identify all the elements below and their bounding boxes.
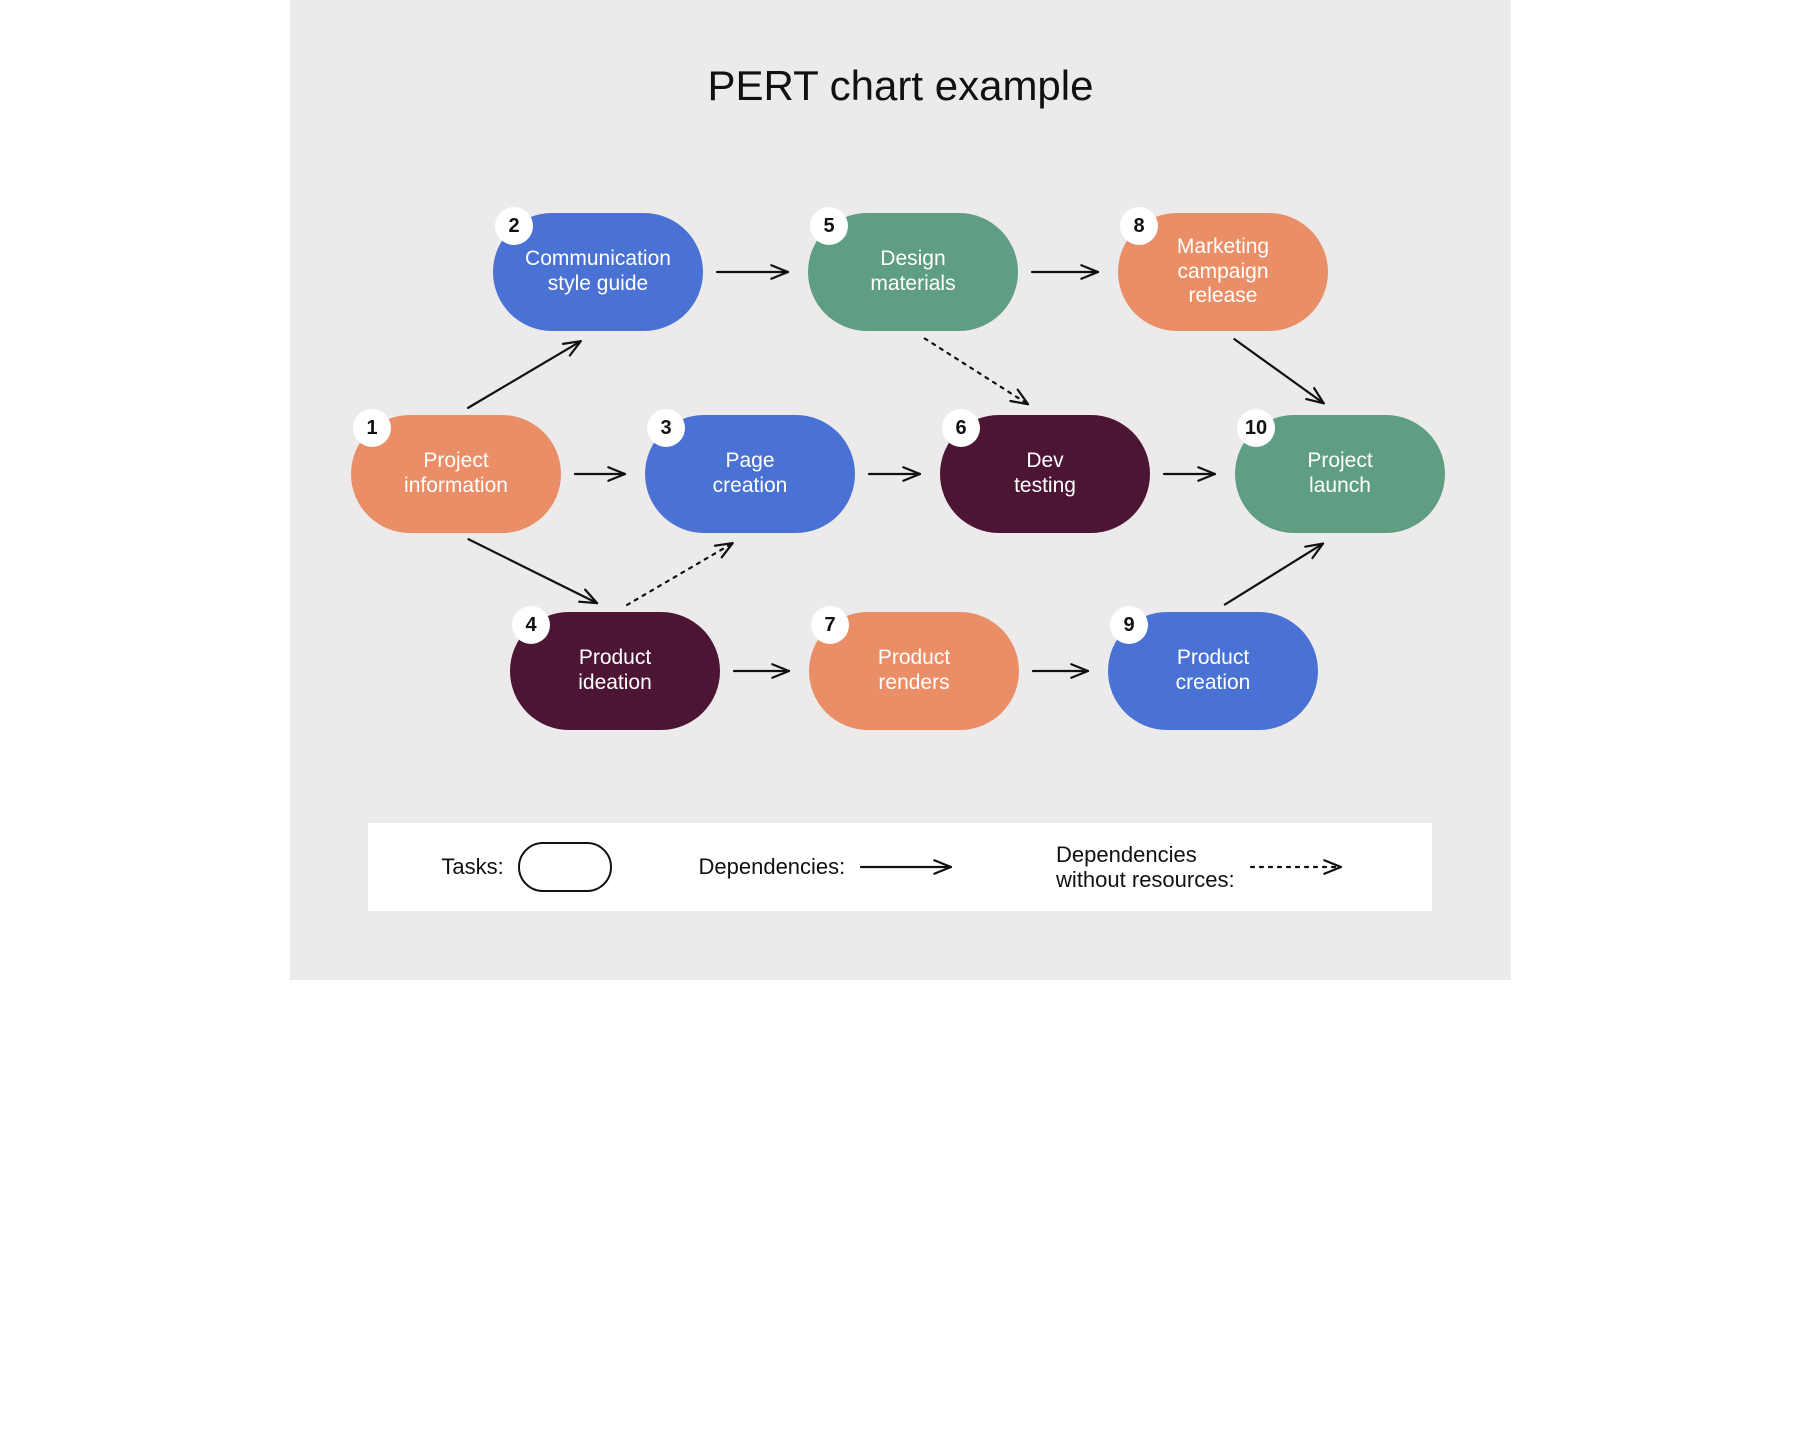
node-1-badge: 1 — [353, 409, 391, 447]
edge-5-to-8 — [1032, 265, 1098, 278]
node-10-badge: 10 — [1237, 409, 1275, 447]
edge-6-to-10 — [1164, 467, 1215, 480]
tasks-pill-icon — [518, 842, 612, 892]
edge-4-to-7 — [734, 664, 789, 677]
legend-item-2: Dependencies without resources: — [1056, 842, 1359, 893]
node-4-badge: 4 — [512, 606, 550, 644]
legend-item-0-label: Tasks: — [441, 854, 503, 880]
node-9-label: Product creation — [1176, 646, 1251, 696]
edge-5-to-6 — [925, 339, 1028, 405]
node-9-badge: 9 — [1110, 606, 1148, 644]
pert-chart: PERT chart exampleProject information1Co… — [290, 0, 1511, 980]
edge-4-to-3 — [627, 543, 733, 605]
node-7-badge: 7 — [811, 606, 849, 644]
legend-item-0: Tasks: — [441, 842, 611, 892]
node-4-label: Product ideation — [578, 646, 652, 696]
edge-8-to-10 — [1234, 339, 1323, 403]
node-1-label: Project information — [404, 449, 508, 499]
node-10-label: Project launch — [1307, 449, 1372, 499]
node-3-label: Page creation — [713, 449, 788, 499]
dependencies-arrow-icon — [859, 852, 969, 882]
legend-item-1-label: Dependencies: — [699, 854, 846, 880]
node-6-badge: 6 — [942, 409, 980, 447]
edge-1-to-2 — [468, 341, 581, 408]
edge-3-to-6 — [869, 467, 920, 480]
node-3-badge: 3 — [647, 409, 685, 447]
node-5-badge: 5 — [810, 207, 848, 245]
dependencies-dashed-arrow-icon — [1249, 852, 1359, 882]
edge-9-to-10 — [1225, 544, 1323, 605]
node-8-label: Marketing campaign release — [1177, 235, 1269, 309]
legend-item-2-label: Dependencies without resources: — [1056, 842, 1235, 893]
edge-1-to-4 — [469, 539, 598, 603]
edge-1-to-3 — [575, 467, 625, 480]
node-7-label: Product renders — [878, 646, 950, 696]
node-2-badge: 2 — [495, 207, 533, 245]
node-2-label: Communication style guide — [525, 247, 671, 297]
node-6-label: Dev testing — [1014, 449, 1076, 499]
legend-item-1: Dependencies: — [699, 852, 970, 882]
edge-2-to-5 — [717, 265, 788, 278]
node-5-label: Design materials — [870, 247, 955, 297]
legend: Tasks: Dependencies: Dependencies without … — [368, 823, 1432, 911]
edge-7-to-9 — [1033, 664, 1088, 677]
node-8-badge: 8 — [1120, 207, 1158, 245]
